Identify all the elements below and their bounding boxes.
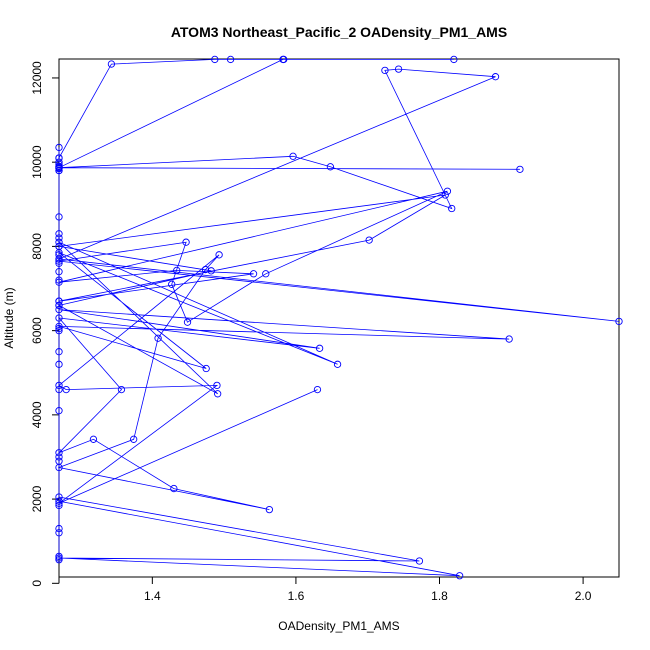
- data-point: [207, 267, 215, 275]
- x-axis: 1.4 1.6 1.8 2.0: [144, 576, 592, 603]
- data-point: [55, 499, 63, 507]
- data-point: [55, 234, 63, 242]
- data-point: [55, 326, 63, 335]
- data-point: [214, 390, 222, 398]
- data-point: [450, 55, 458, 64]
- data-point: [55, 213, 63, 221]
- data-point: [262, 270, 270, 278]
- data-point: [55, 381, 63, 390]
- x-tick-label: 1.6: [288, 589, 305, 603]
- data-point: [55, 463, 63, 472]
- data-point: [415, 557, 424, 565]
- data-point: [55, 278, 63, 286]
- data-point: [448, 204, 456, 213]
- data-point: [170, 484, 178, 493]
- data-point: [55, 166, 63, 175]
- y-tick-label: 8000: [30, 233, 44, 260]
- x-axis-label: OADensity_PM1_AMS: [278, 619, 399, 633]
- data-point: [455, 572, 464, 580]
- data-point: [168, 280, 176, 288]
- data-point: [265, 505, 274, 514]
- y-tick-label: 12000: [30, 61, 44, 95]
- data-point: [89, 435, 98, 443]
- data-point: [249, 270, 258, 278]
- x-tick-label: 2.0: [575, 589, 592, 603]
- data-point: [201, 265, 210, 274]
- data-point: [211, 55, 219, 64]
- data-point: [55, 314, 63, 322]
- data-point: [213, 381, 221, 390]
- data-point: [55, 348, 63, 356]
- data-point: [55, 360, 63, 368]
- data-point: [226, 55, 235, 64]
- data-point: [183, 318, 192, 326]
- data-point: [55, 524, 63, 533]
- x-tick-label: 1.4: [144, 589, 161, 603]
- y-tick-label: 2000: [30, 485, 44, 512]
- data-point: [55, 259, 63, 267]
- data-point: [315, 344, 324, 352]
- series-line: [57, 59, 620, 577]
- data-point: [117, 385, 126, 394]
- data-point: [55, 453, 63, 461]
- data-point: [55, 268, 63, 276]
- data-point: [55, 407, 63, 415]
- y-axis: 0 2000 4000 6000 8000 10000 12000: [30, 61, 60, 587]
- data-point: [333, 360, 342, 368]
- data-point: [365, 236, 373, 244]
- data-point: [55, 238, 63, 246]
- data-point: [55, 257, 63, 265]
- plot-frame: [58, 58, 620, 578]
- data-point: [154, 334, 162, 342]
- data-point: [55, 554, 63, 562]
- data-point: [55, 501, 63, 510]
- data-point: [130, 435, 138, 443]
- data-point: [55, 164, 63, 172]
- data-point: [443, 187, 452, 195]
- data-point: [55, 385, 63, 394]
- data-point: [55, 324, 63, 333]
- data-point: [55, 305, 63, 314]
- y-tick-label: 0: [30, 580, 44, 587]
- y-tick-label: 10000: [30, 145, 44, 179]
- data-point: [55, 276, 63, 284]
- data-point: [326, 163, 335, 171]
- data-point: [55, 449, 63, 457]
- data-point: [107, 60, 116, 68]
- data-point: [202, 364, 210, 373]
- data-point: [55, 322, 63, 331]
- data-point: [505, 335, 513, 343]
- data-point: [516, 165, 524, 173]
- data-point: [55, 497, 63, 505]
- data-point: [279, 55, 287, 64]
- data-point: [55, 249, 63, 257]
- data-point: [62, 385, 70, 394]
- data-point: [381, 66, 389, 75]
- data-point: [55, 230, 63, 238]
- data-point: [215, 251, 223, 259]
- data-point: [173, 266, 181, 275]
- y-tick-label: 6000: [30, 317, 44, 344]
- data-point: [55, 301, 63, 310]
- data-point: [615, 317, 623, 326]
- data-point: [55, 529, 63, 537]
- series-layer: [55, 55, 623, 580]
- data-point: [441, 191, 449, 199]
- x-tick-label: 1.8: [431, 589, 448, 603]
- data-point: [55, 154, 63, 162]
- data-point: [394, 65, 403, 73]
- data-point: [491, 73, 500, 81]
- y-axis-label: Altitude (m): [2, 287, 16, 348]
- data-point: [313, 385, 322, 394]
- data-point: [182, 238, 190, 246]
- chart-title: ATOM3 Northeast_Pacific_2 OADensity_PM1_…: [171, 24, 507, 40]
- data-point: [55, 143, 63, 152]
- y-tick-label: 4000: [30, 401, 44, 428]
- data-point: [289, 152, 297, 160]
- data-point: [55, 297, 63, 305]
